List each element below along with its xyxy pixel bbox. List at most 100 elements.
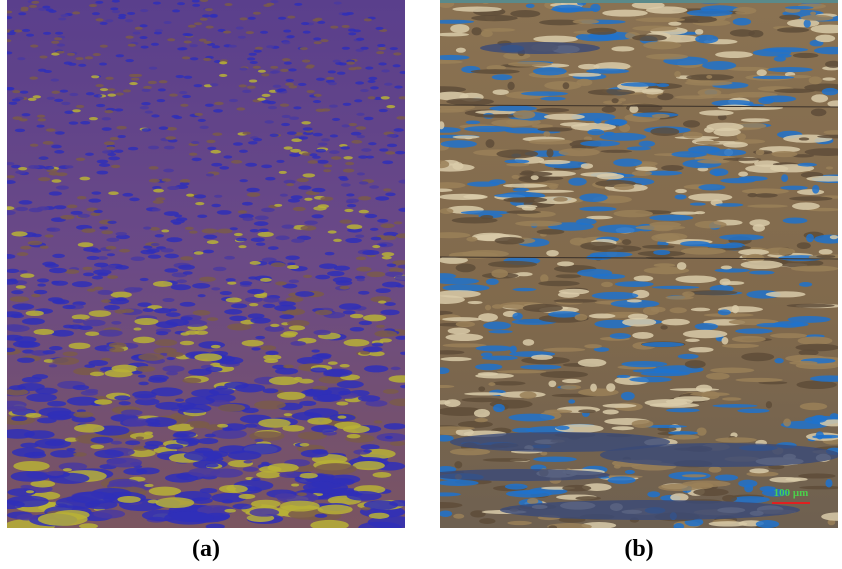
- grain: [400, 351, 405, 355]
- grain: [176, 279, 187, 284]
- grain: [681, 474, 707, 478]
- grain: [95, 103, 106, 108]
- grain: [275, 235, 290, 241]
- grain: [366, 271, 386, 278]
- grain: [51, 52, 60, 56]
- grain: [318, 375, 346, 384]
- grain: [394, 275, 405, 282]
- grain: [48, 191, 62, 196]
- grain: [346, 224, 363, 230]
- grain: [385, 151, 396, 155]
- grain: [546, 148, 554, 158]
- grain: [703, 313, 754, 317]
- grain: [171, 114, 180, 118]
- grain: [442, 343, 487, 348]
- grain: [741, 188, 789, 195]
- grain: [180, 332, 190, 336]
- grain: [349, 313, 364, 319]
- grain: [507, 61, 552, 67]
- grain: [290, 148, 302, 153]
- grain: [129, 197, 140, 202]
- grain: [109, 137, 119, 141]
- grain: [370, 236, 382, 241]
- grain: [735, 11, 747, 15]
- grain: [785, 5, 814, 10]
- grain: [223, 30, 232, 34]
- grain: [593, 62, 631, 71]
- grain: [285, 296, 304, 303]
- grain: [123, 287, 142, 293]
- grain: [116, 125, 127, 130]
- grain: [205, 366, 223, 373]
- grain: [85, 152, 94, 156]
- grain: [357, 395, 381, 402]
- grain: [339, 219, 353, 224]
- grain: [352, 461, 385, 471]
- grain: [73, 411, 94, 418]
- grain: [619, 123, 631, 133]
- grain: [115, 231, 127, 236]
- grain: [516, 204, 538, 209]
- grain: [155, 401, 183, 410]
- grain: [70, 210, 83, 215]
- grain: [60, 214, 75, 220]
- grain: [356, 37, 365, 41]
- grain: [660, 325, 668, 330]
- grain: [333, 1, 342, 5]
- grain: [151, 208, 161, 212]
- grain: [241, 339, 264, 347]
- grain: [343, 156, 353, 160]
- grain: [512, 427, 535, 433]
- grain: [194, 330, 209, 335]
- grain: [287, 265, 300, 270]
- grain: [54, 37, 63, 41]
- grain: [455, 47, 466, 53]
- grain: [161, 178, 171, 182]
- grain: [799, 281, 813, 287]
- grain: [237, 35, 246, 39]
- grain: [86, 255, 100, 261]
- grain: [798, 473, 836, 479]
- grain: [181, 56, 191, 60]
- grain: [488, 382, 496, 386]
- grain: [333, 238, 342, 242]
- grain: [71, 491, 117, 504]
- grain: [154, 339, 178, 346]
- grain: [164, 473, 198, 483]
- grain: [383, 423, 405, 430]
- grain: [29, 4, 38, 8]
- grain: [291, 483, 300, 487]
- grain: [536, 229, 565, 235]
- grain: [217, 423, 229, 428]
- grain: [792, 202, 820, 210]
- grain: [294, 2, 303, 6]
- grain: [375, 26, 384, 30]
- grain: [202, 14, 211, 18]
- grain: [43, 31, 52, 35]
- grain: [328, 81, 337, 86]
- grain: [103, 305, 121, 311]
- grain: [94, 449, 124, 459]
- grain: [442, 284, 490, 292]
- grain: [586, 68, 630, 74]
- grain: [163, 21, 172, 25]
- grain: [384, 82, 393, 86]
- grain: [285, 309, 298, 314]
- grain: [143, 245, 153, 249]
- grain: [731, 496, 770, 504]
- grain: [270, 262, 286, 268]
- grain: [452, 135, 480, 139]
- grain: [346, 203, 357, 208]
- grain: [702, 61, 737, 70]
- grain: [239, 17, 248, 21]
- grain: [380, 96, 390, 100]
- grain: [510, 10, 541, 18]
- grain: [254, 215, 269, 221]
- grain: [147, 254, 162, 259]
- grain: [356, 266, 372, 272]
- grain: [823, 130, 838, 135]
- grain: [154, 29, 163, 33]
- grain: [329, 134, 339, 138]
- grain: [382, 389, 399, 394]
- grain: [151, 114, 160, 118]
